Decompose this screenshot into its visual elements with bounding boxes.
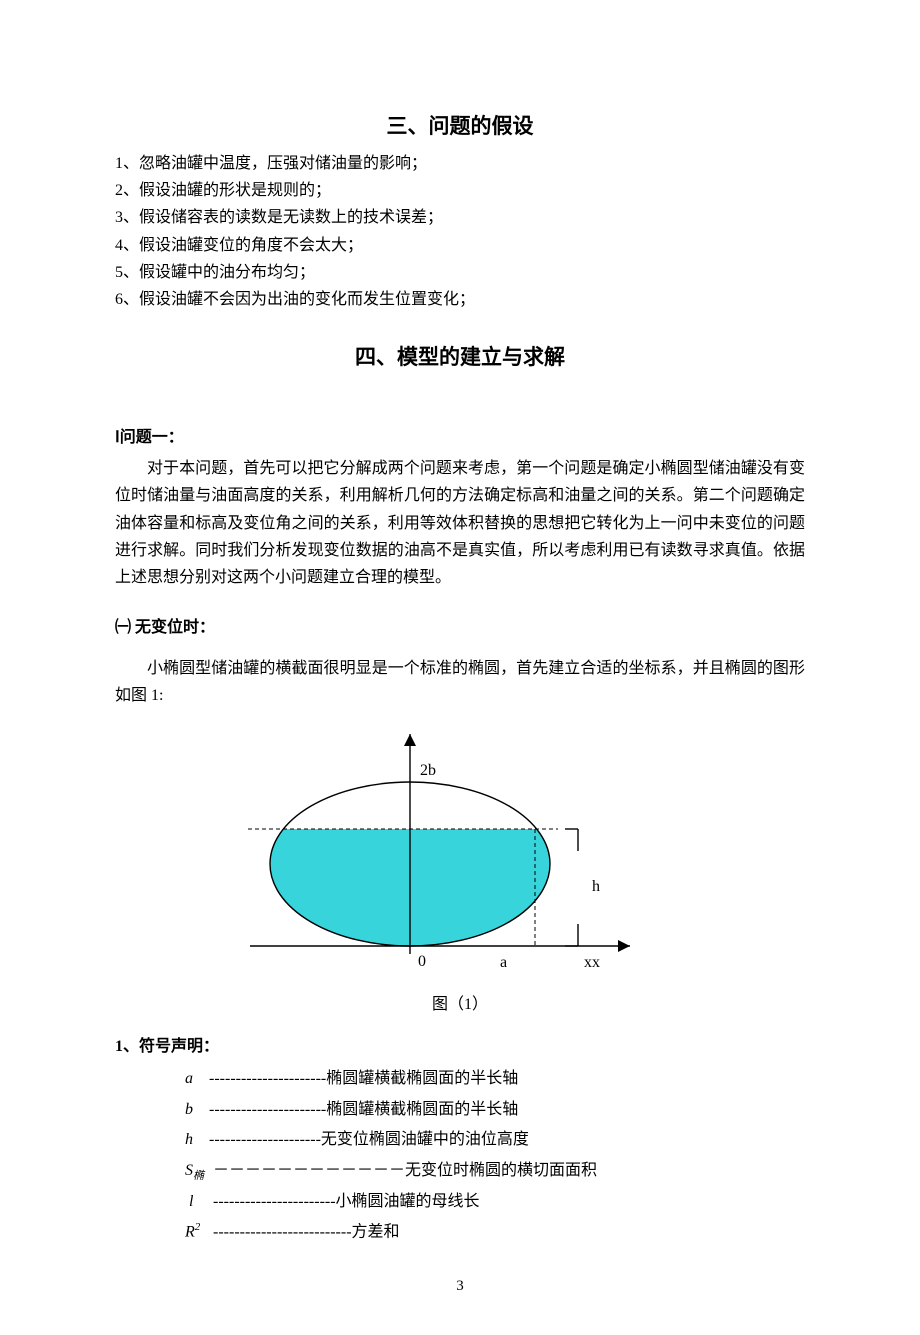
- symbol-row: b----------------------椭圆罐横截椭圆面的半长轴: [185, 1095, 805, 1125]
- symbol-desc: 无变位椭圆油罐中的油位高度: [321, 1131, 529, 1148]
- label-2b: 2b: [420, 762, 436, 779]
- symbol-dashes: ---------------------: [209, 1131, 321, 1148]
- label-0: 0: [418, 953, 426, 970]
- section3-title: 三、问题的假设: [115, 110, 805, 140]
- symbol-r2: R2: [185, 1217, 209, 1248]
- figure-1-caption: 图（1）: [115, 990, 805, 1014]
- x-axis-arrow: [618, 940, 630, 952]
- symbol-s-sub: 椭: [193, 1170, 204, 1182]
- symbol-row: R2 --------------------------方差和: [185, 1217, 805, 1248]
- symbol-desc: 方差和: [352, 1223, 400, 1240]
- case1-paragraph: 小椭圆型储油罐的横截面很明显是一个标准的椭圆，首先建立合适的坐标系，并且椭圆的图…: [115, 655, 805, 709]
- symbol-desc: 椭圆罐横截椭圆面的半长轴: [326, 1101, 518, 1118]
- symbol-l: l: [185, 1187, 213, 1217]
- label-xx: xx: [584, 954, 600, 971]
- list-item: 6、假设油罐不会因为出油的变化而发生位置变化；: [115, 286, 805, 313]
- symbol-desc: 小椭圆油罐的母线长: [336, 1193, 480, 1210]
- list-item: 2、假设油罐的形状是规则的；: [115, 177, 805, 204]
- symbol-h: h: [185, 1125, 209, 1155]
- ellipse-diagram: 2b 0 a xx h: [200, 719, 720, 979]
- figure-1: 2b 0 a xx h: [115, 719, 805, 984]
- symbol-dashes: ----------------------: [209, 1070, 326, 1087]
- symbol-dashes: －－－－－－－－－－－－: [209, 1162, 405, 1179]
- symbol-declarations: a----------------------椭圆罐横截椭圆面的半长轴 b---…: [185, 1064, 805, 1247]
- symbol-r2-sup: 2: [195, 1221, 201, 1233]
- question1-paragraph: 对于本问题，首先可以把它分解成两个问题来考虑，第一个问题是确定小椭圆型储油罐没有…: [115, 455, 805, 591]
- label-a: a: [500, 954, 507, 971]
- list-item: 3、假设储容表的读数是无读数上的技术误差；: [115, 204, 805, 231]
- symbols-title: 1、符号声明：: [115, 1032, 805, 1056]
- list-item: 1、忽略油罐中温度，压强对储油量的影响；: [115, 150, 805, 177]
- page: 三、问题的假设 1、忽略油罐中温度，压强对储油量的影响； 2、假设油罐的形状是规…: [0, 0, 920, 1335]
- symbol-s: S椭: [185, 1156, 209, 1187]
- section4-title: 四、模型的建立与求解: [115, 341, 805, 371]
- list-item: 5、假设罐中的油分布均匀；: [115, 259, 805, 286]
- symbol-dashes: --------------------------: [209, 1223, 352, 1240]
- symbol-desc: 无变位时椭圆的横切面面积: [405, 1162, 597, 1179]
- symbol-desc: 椭圆罐横截椭圆面的半长轴: [326, 1070, 518, 1087]
- symbol-row: S椭 －－－－－－－－－－－－无变位时椭圆的横切面面积: [185, 1156, 805, 1187]
- question1-title: Ⅰ问题一：: [115, 423, 805, 447]
- page-number: 3: [115, 1278, 805, 1295]
- case1-title: ㈠ 无变位时：: [115, 613, 805, 637]
- symbol-dashes: -----------------------: [213, 1193, 336, 1210]
- symbol-row: h---------------------无变位椭圆油罐中的油位高度: [185, 1125, 805, 1155]
- symbol-a: a: [185, 1064, 209, 1094]
- symbol-b: b: [185, 1095, 209, 1125]
- list-item: 4、假设油罐变位的角度不会太大；: [115, 232, 805, 259]
- y-axis-arrow: [404, 734, 416, 746]
- assumptions-list: 1、忽略油罐中温度，压强对储油量的影响； 2、假设油罐的形状是规则的； 3、假设…: [115, 150, 805, 313]
- symbol-dashes: ----------------------: [209, 1101, 326, 1118]
- label-h: h: [592, 878, 600, 895]
- symbol-row: a----------------------椭圆罐横截椭圆面的半长轴: [185, 1064, 805, 1094]
- symbol-row: l-----------------------小椭圆油罐的母线长: [185, 1187, 805, 1217]
